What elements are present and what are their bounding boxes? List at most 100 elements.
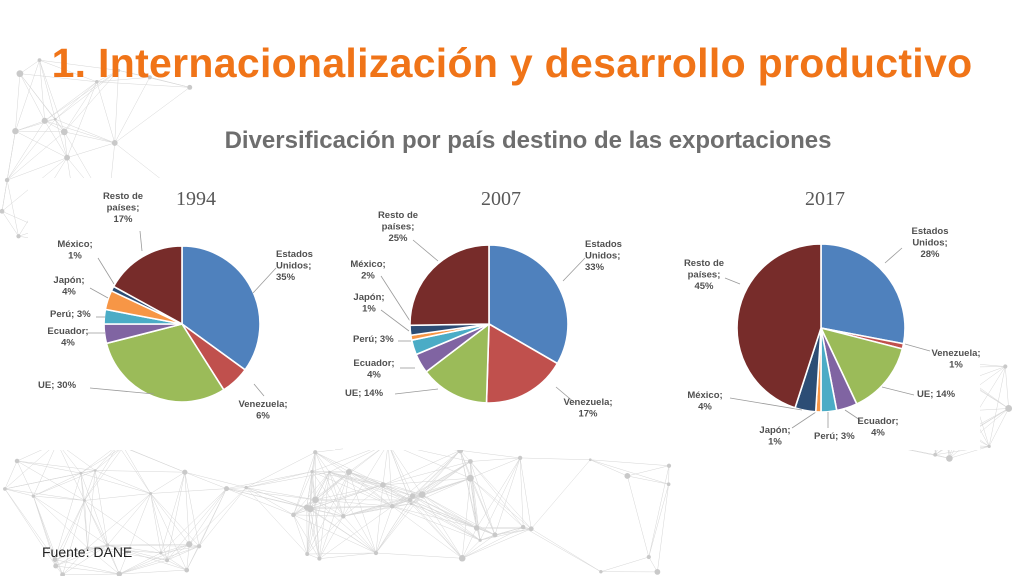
network-node [303, 504, 310, 511]
network-node [64, 154, 70, 161]
network-line [387, 443, 413, 496]
network-line [949, 446, 990, 459]
network-line [67, 142, 115, 158]
network-line [293, 514, 308, 555]
leader-line-2017-ue [881, 386, 915, 396]
network-line [95, 470, 185, 473]
network-line [462, 540, 481, 559]
network-line [150, 493, 187, 571]
network-line [988, 408, 1009, 447]
network-node [933, 452, 938, 457]
network-line [460, 450, 521, 459]
network-node [116, 571, 123, 576]
network-line [55, 81, 97, 120]
network-line [306, 507, 320, 559]
network-line [87, 493, 151, 549]
network-line [627, 475, 650, 558]
pie-slice-2017-ue [819, 326, 904, 406]
leader-line-2017-ecuador [844, 409, 861, 421]
network-line [184, 472, 190, 545]
network-line [319, 516, 344, 559]
network-node [165, 558, 170, 563]
network-line [293, 514, 320, 559]
slice-label-1994-ecuador: Ecuador; 4% [47, 326, 88, 349]
network-node [310, 469, 314, 474]
network-line [33, 495, 85, 501]
network-node [83, 499, 86, 502]
network-node [53, 117, 57, 121]
network-line [226, 487, 247, 489]
network-node [95, 79, 99, 84]
slice-label-2017-estados-unidos: Estados Unidos; 28% [912, 226, 949, 260]
network-line [307, 552, 376, 555]
network-line [160, 546, 200, 554]
network-line [44, 81, 97, 122]
network-node [184, 567, 190, 573]
network-line [64, 81, 98, 133]
network-line [329, 471, 411, 501]
network-line [87, 544, 108, 549]
network-line [64, 131, 115, 144]
network-line [87, 547, 161, 554]
network-line [33, 495, 63, 575]
network-node [223, 486, 230, 492]
network-line [293, 471, 350, 516]
leader-line-2017-mexico [729, 397, 803, 411]
network-line [94, 470, 108, 546]
network-line [184, 471, 247, 488]
network-line [476, 457, 521, 529]
network-line [315, 452, 330, 473]
network-line [523, 526, 601, 572]
network-node [16, 70, 24, 78]
network-line [470, 457, 521, 462]
network-line [392, 461, 471, 507]
network-line [19, 73, 65, 133]
network-line [600, 556, 649, 572]
network-node [317, 556, 322, 561]
network-line [329, 471, 383, 486]
network-node [492, 532, 498, 538]
network-line [4, 460, 18, 490]
network-line [411, 503, 463, 559]
network-node [466, 474, 474, 482]
network-line [39, 59, 119, 71]
network-line [480, 528, 532, 541]
network-node [86, 546, 90, 550]
network-line [62, 573, 120, 575]
network-line [246, 487, 307, 508]
network-node [291, 512, 296, 518]
network-line [421, 494, 477, 529]
network-line [150, 493, 200, 547]
network-node [409, 493, 416, 499]
network-line [246, 487, 308, 555]
network-line [6, 131, 65, 181]
network-line [4, 442, 58, 490]
network-line [387, 443, 423, 495]
network-line [409, 477, 471, 501]
network-line [166, 546, 200, 561]
network-line [306, 471, 313, 555]
network-node [418, 491, 426, 499]
network-line [479, 457, 521, 541]
network-line [319, 471, 350, 559]
network-line [80, 473, 88, 548]
network-line [33, 495, 108, 546]
network-line [329, 471, 377, 554]
network-node [390, 503, 395, 509]
network-line [184, 471, 227, 489]
network-line [470, 457, 521, 479]
slice-label-1994-venezuela: Venezuela; 6% [238, 399, 287, 422]
network-line [470, 461, 477, 529]
network-line [412, 495, 481, 541]
network-line [186, 544, 190, 571]
network-line [293, 471, 313, 515]
network-line [382, 484, 393, 507]
network-node [182, 469, 188, 475]
pie-slice-2017-estados-unidos [820, 243, 906, 345]
network-line [375, 552, 463, 559]
network-line [4, 488, 56, 567]
network-line [62, 547, 88, 575]
source-note: Fuente: DANE [42, 544, 133, 560]
leader-line-1994-resto-de-paises [139, 230, 143, 252]
network-line [55, 118, 115, 144]
